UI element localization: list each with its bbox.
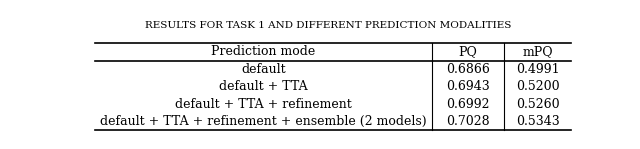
- Text: mPQ: mPQ: [522, 45, 553, 58]
- Text: default + TTA: default + TTA: [220, 80, 308, 93]
- Text: 0.6943: 0.6943: [446, 80, 490, 93]
- Text: 0.6992: 0.6992: [446, 98, 490, 111]
- Text: 0.7028: 0.7028: [446, 115, 490, 128]
- Text: 0.5260: 0.5260: [516, 98, 559, 111]
- Text: 0.5200: 0.5200: [516, 80, 559, 93]
- Text: PQ: PQ: [459, 45, 477, 58]
- Text: default + TTA + refinement + ensemble (2 models): default + TTA + refinement + ensemble (2…: [100, 115, 427, 128]
- Text: 0.6866: 0.6866: [446, 63, 490, 76]
- Text: 0.5343: 0.5343: [516, 115, 559, 128]
- Text: 0.4991: 0.4991: [516, 63, 559, 76]
- Text: Prediction mode: Prediction mode: [211, 45, 316, 58]
- Text: default: default: [241, 63, 286, 76]
- Text: default + TTA + refinement: default + TTA + refinement: [175, 98, 352, 111]
- Text: RESULTS FOR TASK 1 AND DIFFERENT PREDICTION MODALITIES: RESULTS FOR TASK 1 AND DIFFERENT PREDICT…: [145, 21, 511, 30]
